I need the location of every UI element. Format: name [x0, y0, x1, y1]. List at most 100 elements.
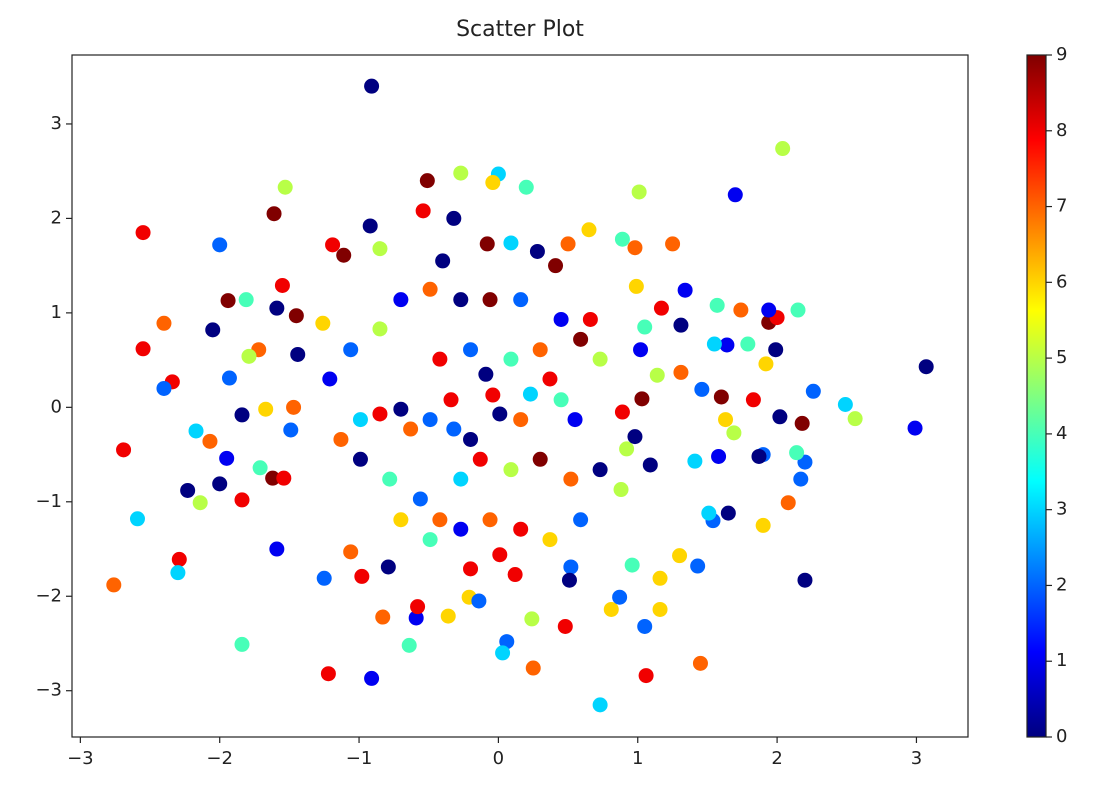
scatter-point [573, 512, 589, 528]
scatter-point [837, 397, 853, 413]
scatter-point [322, 371, 338, 387]
scatter-point [269, 541, 285, 557]
scatter-point [343, 544, 359, 560]
scatter-point [478, 366, 494, 382]
scatter-point [758, 356, 774, 372]
scatter-point [613, 482, 629, 498]
scatter-point [415, 203, 431, 219]
scatter-point [238, 292, 254, 308]
scatter-point [274, 277, 290, 293]
colorbar-tick-label: 1 [1056, 650, 1067, 671]
scatter-point [472, 451, 488, 467]
scatter-point [690, 558, 706, 574]
scatter-point [665, 236, 681, 252]
scatter-point [171, 551, 187, 567]
scatter-point [422, 412, 438, 428]
scatter-point [393, 292, 409, 308]
scatter-point [612, 589, 628, 605]
scatter-point [740, 336, 756, 352]
scatter-point [793, 471, 809, 487]
scatter-point [205, 322, 221, 338]
scatter-point [513, 412, 529, 428]
y-tick-label: 0 [51, 396, 62, 417]
colorbar-tick-label: 9 [1056, 44, 1067, 65]
scatter-point [503, 462, 519, 478]
scatter-point [592, 697, 608, 713]
x-tick-label: 1 [632, 748, 643, 769]
scatter-point [463, 342, 479, 358]
scatter-point [637, 319, 653, 335]
colorbar-tick-label: 3 [1056, 499, 1067, 520]
scatter-point [522, 386, 538, 402]
scatter-point [772, 409, 788, 425]
scatter-point [234, 492, 250, 508]
colorbar [1026, 54, 1047, 738]
scatter-point [673, 364, 689, 380]
scatter-point [524, 611, 540, 627]
scatter-point [410, 599, 426, 615]
scatter-point [529, 243, 545, 259]
scatter-point [634, 391, 650, 407]
scatter-point [638, 668, 654, 684]
scatter-point [548, 258, 564, 274]
scatter-point [755, 517, 771, 533]
scatter-point [432, 351, 448, 367]
scatter-point [403, 421, 419, 437]
scatter-point [790, 302, 806, 318]
scatter-point [372, 321, 388, 337]
scatter-point [677, 282, 693, 298]
scatter-point [320, 666, 336, 682]
y-tick-label: −3 [35, 680, 62, 701]
scatter-point [694, 381, 710, 397]
colorbar-tick-label: 8 [1056, 120, 1067, 141]
scatter-point [847, 411, 863, 427]
scatter-point [333, 431, 349, 447]
scatter-point [288, 308, 304, 324]
scatter-point [652, 601, 668, 617]
scatter-point [258, 401, 274, 417]
colorbar-tick-label: 2 [1056, 574, 1067, 595]
x-tick-label: 2 [771, 748, 782, 769]
scatter-point [726, 425, 742, 441]
scatter-point [453, 521, 469, 537]
scatter-point [276, 470, 292, 486]
scatter-point [532, 451, 548, 467]
scatter-point [252, 460, 268, 476]
scatter-point [277, 179, 293, 195]
x-tick-label: 3 [911, 748, 922, 769]
scatter-point [797, 572, 813, 588]
scatter-point [234, 636, 250, 652]
scatter-point [627, 240, 643, 256]
scatter-point [290, 346, 306, 362]
scatter-point [592, 462, 608, 478]
scatter-point [422, 532, 438, 548]
chart-title: Scatter Plot [456, 17, 584, 42]
scatter-point [106, 577, 122, 593]
scatter-point [180, 482, 196, 498]
scatter-point [592, 351, 608, 367]
scatter-point [422, 281, 438, 297]
scatter-point [560, 236, 576, 252]
x-tick-label: 0 [493, 748, 504, 769]
scatter-point [603, 601, 619, 617]
scatter-point [628, 278, 644, 294]
scatter-point [561, 572, 577, 588]
scatter-point [581, 222, 597, 238]
scatter-point [316, 570, 332, 586]
scatter-point [156, 380, 172, 396]
scatter-point [393, 401, 409, 417]
scatter-point [733, 302, 749, 318]
scatter-point [135, 225, 151, 241]
scatter-point [653, 300, 669, 316]
scatter-point [567, 412, 583, 428]
scatter-point [503, 235, 519, 251]
scatter-point [435, 253, 451, 269]
scatter-point [503, 351, 519, 367]
colorbar-tick-label: 7 [1056, 196, 1067, 217]
scatter-point [375, 609, 391, 625]
scatter-point [775, 141, 791, 157]
scatter-point [212, 476, 228, 492]
scatter-point [780, 495, 796, 511]
scatter-point [212, 237, 228, 253]
x-tick-label: −1 [346, 748, 373, 769]
